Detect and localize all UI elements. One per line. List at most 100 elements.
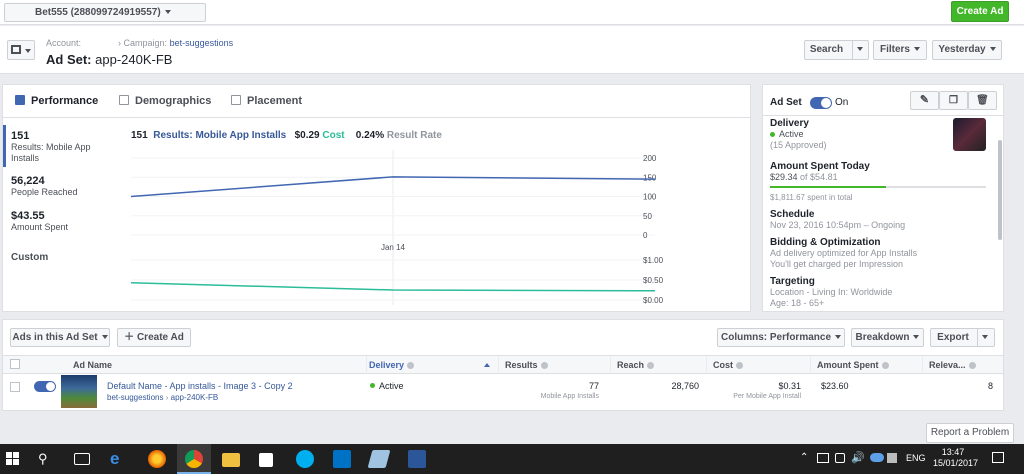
table-create-ad-button[interactable]: ＋ Create Ad — [117, 328, 191, 347]
performance-panel: Performance Demographics Placement 151 Re… — [2, 84, 751, 312]
adset-panel: Ad Set On ✎ ❐ 🗑 Delivery Active (15 Appr… — [762, 84, 1004, 312]
search-icon[interactable]: ⚲ — [38, 451, 48, 466]
plus-icon: ＋ — [124, 332, 135, 343]
filters-button[interactable]: Filters — [873, 40, 927, 60]
columns-dropdown[interactable]: Columns: Performance — [717, 328, 845, 347]
column-header-relevance[interactable]: Releva... — [923, 356, 1001, 374]
export-button[interactable]: Export — [930, 328, 995, 347]
y-tick-label: 200 — [643, 154, 657, 163]
ad-amount-spent: $23.60 — [821, 381, 849, 391]
stat-reach[interactable]: 56,224 People Reached — [11, 175, 78, 197]
results-series-line — [130, 176, 656, 198]
column-header-ad-name[interactable]: Ad Name — [67, 356, 367, 374]
clock[interactable]: 13:47 15/01/2017 — [933, 447, 979, 468]
duplicate-button[interactable]: ❐ — [939, 91, 968, 110]
tab-demographics[interactable]: Demographics — [119, 95, 211, 107]
windows-taskbar: ⚲ e ⌃ 🔊 ENG 13:47 15/01/2017 — [0, 444, 1024, 474]
tray-app-icon[interactable] — [887, 453, 897, 463]
notifications-icon[interactable] — [992, 452, 1004, 463]
network-icon[interactable] — [817, 453, 829, 463]
store-icon[interactable] — [259, 453, 273, 467]
notepad-icon[interactable] — [367, 450, 391, 468]
list-icon — [11, 45, 21, 54]
tray-chevron-icon[interactable]: ⌃ — [800, 452, 809, 463]
top-bar: Bet555 (288099724919557) Create Ad — [0, 0, 1024, 25]
date-range-button[interactable]: Yesterday — [932, 40, 1002, 60]
spend-progress-bar — [770, 186, 986, 188]
chrome-icon[interactable] — [185, 450, 203, 468]
chevron-down-icon — [164, 10, 171, 15]
delete-button[interactable]: 🗑 — [968, 91, 997, 110]
y-tick-label: 150 — [643, 173, 657, 182]
ad-relevance: 8 — [987, 381, 993, 391]
info-icon — [540, 362, 548, 369]
chevron-down-icon — [101, 335, 108, 340]
ad-toggle[interactable] — [34, 381, 56, 392]
scrollbar[interactable] — [998, 140, 1002, 240]
sort-ascending-icon — [484, 363, 490, 367]
ad-name-link[interactable]: Default Name - App installs - Image 3 - … — [107, 381, 293, 391]
table-row: Default Name - App installs - Image 3 - … — [3, 375, 1003, 410]
adset-details: Delivery Active (15 Approved) Amount Spe… — [770, 118, 995, 309]
edit-button[interactable]: ✎ — [910, 91, 939, 110]
info-icon — [647, 362, 655, 369]
task-view-icon[interactable] — [74, 453, 90, 465]
column-header-results[interactable]: Results — [499, 356, 611, 374]
info-icon — [736, 362, 743, 369]
people-icon — [119, 95, 129, 105]
y-tick-label: $1.00 — [643, 256, 664, 265]
chevron-down-icon — [981, 335, 988, 340]
adset-title: Ad Set — [770, 97, 802, 108]
stat-custom[interactable]: Custom — [11, 252, 49, 263]
create-ad-button[interactable]: Create Ad — [951, 1, 1009, 22]
breadcrumb-campaign-link[interactable]: bet-suggestions — [169, 38, 234, 48]
chevron-down-icon — [989, 47, 996, 52]
tab-placement[interactable]: Placement — [231, 95, 302, 107]
view-menu-button[interactable] — [7, 40, 35, 60]
account-selector[interactable]: Bet555 (288099724919557) — [4, 3, 206, 22]
select-all-checkbox[interactable] — [10, 359, 20, 369]
placement-icon — [231, 95, 241, 105]
ad-thumbnail[interactable] — [61, 375, 97, 408]
firefox-icon[interactable] — [148, 450, 166, 468]
windows-start-icon[interactable] — [6, 452, 20, 466]
info-icon — [407, 362, 415, 369]
column-header-amount-spent[interactable]: Amount Spent — [811, 356, 923, 374]
volume-icon[interactable]: 🔊 — [851, 452, 865, 464]
x-tick-label: Jan 14 — [381, 243, 406, 252]
table-header-row — [3, 355, 1003, 374]
breadcrumb: › Campaign: bet-suggestions — [118, 38, 234, 48]
column-header-delivery[interactable]: Delivery — [363, 356, 499, 374]
word-icon[interactable] — [408, 450, 426, 468]
performance-chart: 200 150 100 50 0 $1.00 $0.50 $0.00 Jan 14 — [130, 150, 664, 305]
stat-results[interactable]: 151 Results: Mobile App Installs — [11, 130, 91, 163]
tab-performance[interactable]: Performance — [15, 95, 98, 107]
stat-amount-spent[interactable]: $43.55 Amount Spent — [11, 210, 69, 232]
file-explorer-icon[interactable] — [222, 453, 240, 467]
row-checkbox[interactable] — [10, 382, 20, 392]
skype-icon[interactable] — [296, 450, 314, 468]
report-problem-button[interactable]: Report a Problem — [926, 423, 1014, 443]
breakdown-dropdown[interactable]: Breakdown — [851, 328, 924, 347]
edge-icon[interactable]: e — [110, 449, 120, 468]
language-indicator[interactable]: ENG — [906, 453, 926, 463]
chevron-down-icon — [857, 47, 864, 52]
account-label: Account: — [46, 38, 82, 48]
onedrive-icon[interactable] — [870, 453, 884, 462]
column-header-reach[interactable]: Reach — [611, 356, 707, 374]
ad-results-sub: Mobile App Installs — [540, 393, 599, 400]
ads-in-set-dropdown[interactable]: Ads in this Ad Set — [10, 328, 110, 347]
battery-icon[interactable] — [835, 453, 845, 463]
outlook-icon[interactable] — [333, 450, 351, 468]
pencil-icon: ✎ — [919, 94, 930, 106]
adset-toggle[interactable] — [810, 97, 832, 109]
account-name: Bet555 (288099724919557) — [35, 7, 161, 18]
status-dot-icon — [770, 132, 775, 137]
chevron-down-icon — [25, 49, 31, 54]
search-button[interactable]: Search — [804, 40, 869, 60]
page-header: Account: › Campaign: bet-suggestions Ad … — [0, 26, 1024, 74]
ad-delivery-status: Active — [370, 381, 404, 391]
duplicate-icon: ❐ — [949, 95, 958, 106]
ad-preview-thumbnail[interactable] — [953, 118, 986, 151]
column-header-cost[interactable]: Cost — [707, 356, 811, 374]
